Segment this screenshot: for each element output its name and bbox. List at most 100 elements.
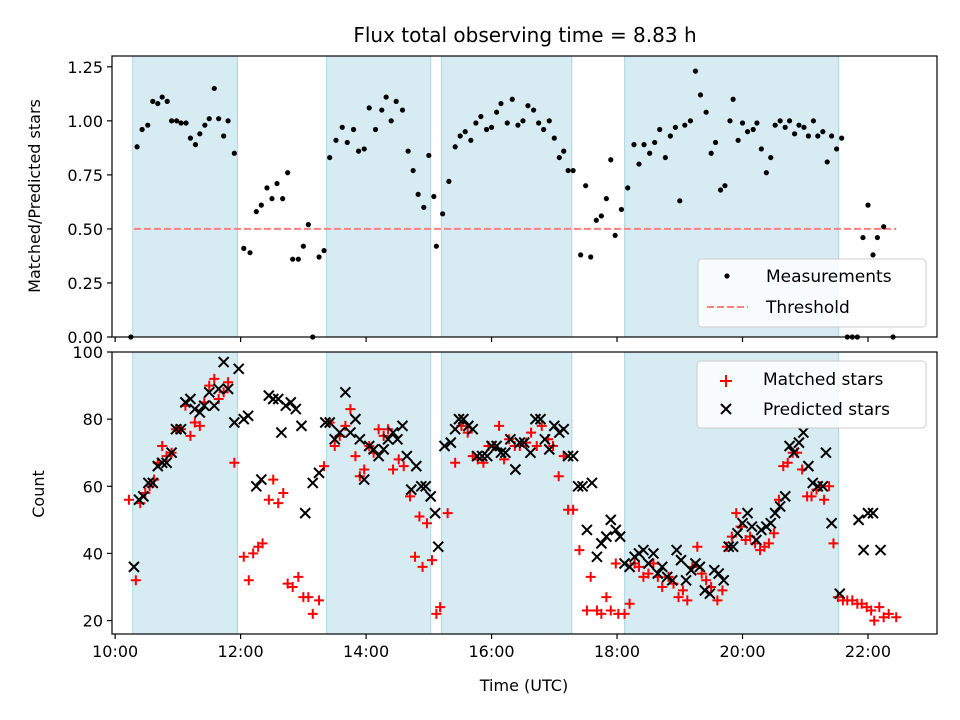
measurement-point (169, 118, 175, 124)
predicted-star-point (160, 457, 173, 469)
matched-star-point (359, 464, 370, 475)
predicted-star-point (307, 477, 319, 489)
measurement-point (682, 122, 688, 128)
top-y-tick-label: 1.00 (67, 112, 103, 131)
predicted-star-point (471, 450, 483, 462)
matched-star-point (717, 585, 728, 596)
predicted-star-point (495, 447, 507, 459)
matched-star-point (883, 608, 894, 619)
measurement-point (202, 122, 208, 128)
bottom-y-tick-label: 40 (83, 544, 103, 563)
predicted-star-point (736, 517, 749, 529)
measurement-point (874, 234, 880, 241)
matched-star-point (238, 551, 249, 562)
matched-star-point (248, 548, 259, 559)
measurement-point (280, 196, 286, 202)
predicted-star-point (562, 450, 574, 462)
measurement-point (498, 100, 504, 107)
matched-star-point (847, 595, 858, 606)
predicted-star-point (779, 490, 791, 503)
shaded-interval (326, 55, 432, 338)
measurement-point (662, 154, 668, 161)
matched-star-point (721, 541, 732, 552)
measurement-point (139, 126, 145, 133)
matched-star-point (574, 545, 585, 556)
predicted-star-point (203, 386, 215, 398)
bottom-legend: Matched stars Predicted stars (696, 360, 927, 429)
measurement-point (870, 252, 876, 258)
measurement-point (805, 133, 811, 139)
measurement-point (366, 105, 372, 111)
predicted-star-point (299, 507, 311, 519)
predicted-star-point (382, 433, 394, 445)
measurement-point (478, 113, 484, 120)
predicted-star-point (788, 447, 800, 459)
top-axes-frame (111, 55, 938, 338)
predicted-star-point (820, 447, 832, 459)
matched-star-point (701, 575, 712, 586)
predicted-star-point (228, 416, 241, 429)
measurement-point (433, 243, 439, 249)
matched-star-point (536, 420, 547, 431)
matched-star-point (633, 561, 644, 572)
matched-star-point (696, 568, 707, 579)
predicted-star-point (825, 517, 838, 529)
measurement-point (782, 124, 788, 130)
predicted-star-point (295, 420, 308, 432)
predicted-star-point (591, 551, 603, 563)
predicted-star-point (267, 393, 279, 405)
measurement-point (355, 148, 362, 154)
matched-star-point (410, 551, 421, 562)
matched-star-point (648, 558, 659, 569)
top-y-tick-label: 0.75 (67, 166, 103, 185)
legend-measurements-label: Measurements (766, 267, 892, 287)
matched-star-point (712, 595, 723, 606)
bottom-x-tick-label: 12:00 (218, 642, 264, 661)
matched-star-point (340, 420, 351, 431)
predicted-star-point (208, 400, 220, 412)
measurement-point (520, 118, 526, 124)
matched-star-point (731, 508, 742, 519)
predicted-star-point (165, 447, 178, 459)
predicted-star-point (449, 423, 461, 435)
predicted-star-point (581, 524, 593, 536)
matched-star-point (426, 555, 437, 566)
measurement-point (641, 142, 647, 148)
predicted-star-point (424, 490, 437, 503)
measurement-point (667, 133, 673, 139)
predicted-star-point (717, 574, 730, 586)
predicted-star-point (605, 514, 617, 526)
top-axes: 0.00 0.25 0.50 0.75 1.00 1.25 (67, 55, 938, 347)
predicted-star-point (514, 436, 526, 449)
shaded-interval (132, 55, 238, 338)
measurement-point (786, 118, 793, 124)
matched-star-point (824, 481, 835, 492)
measurement-point (316, 254, 322, 260)
measurement-point (810, 118, 817, 124)
legend-measurements-marker (724, 273, 730, 279)
matched-star-point (568, 504, 579, 515)
predicted-star-point (128, 561, 140, 573)
matched-star-point (282, 578, 293, 589)
matched-star-point (140, 488, 151, 498)
matched-star-point (273, 498, 284, 509)
predicted-star-point (661, 571, 673, 583)
predicted-star-point (656, 561, 668, 573)
matched-star-point (287, 582, 298, 592)
predicted-star-point (807, 477, 819, 489)
top-legend-frame (697, 258, 927, 328)
measurement-point (824, 159, 830, 165)
matched-star-point (782, 457, 793, 468)
predicted-star-point (731, 527, 744, 539)
matched-star-point (130, 575, 141, 586)
matched-star-point (209, 373, 220, 384)
measurement-point (652, 139, 658, 146)
matched-star-point (450, 457, 461, 468)
predicted-star-point (704, 588, 716, 600)
matched-star-point (605, 605, 616, 616)
measurement-point (410, 167, 416, 174)
matched-star-point (891, 612, 902, 623)
bottom-axes-frame (111, 351, 938, 635)
predicted-star-point (765, 517, 777, 529)
